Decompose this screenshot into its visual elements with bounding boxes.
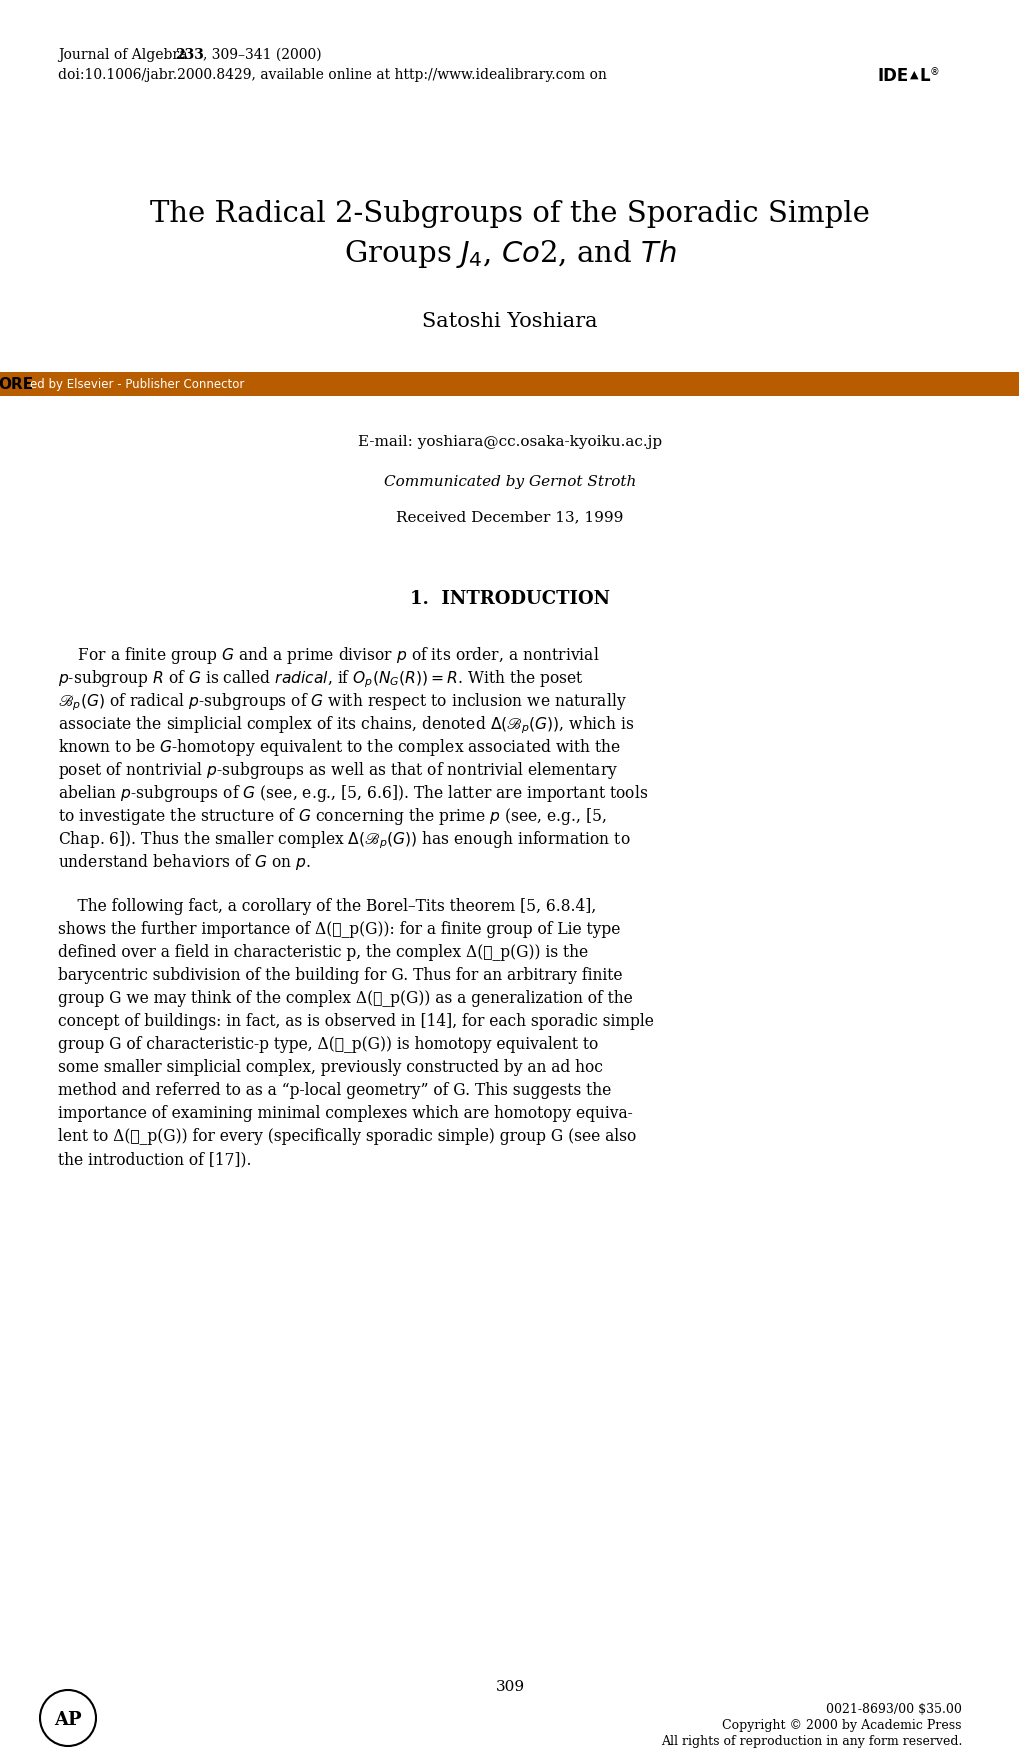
Text: poset of nontrivial $\mathit{p}$-subgroups as well as that of nontrivial element: poset of nontrivial $\mathit{p}$-subgrou… <box>58 761 618 782</box>
Text: Journal of Algebra: Journal of Algebra <box>58 47 192 61</box>
Text: E-mail: yoshiara@cc.osaka-kyoiku.ac.jp: E-mail: yoshiara@cc.osaka-kyoiku.ac.jp <box>358 435 661 449</box>
Text: some smaller simplicial complex, previously constructed by an ad hoc: some smaller simplicial complex, previou… <box>58 1059 602 1076</box>
Text: doi:10.1006/jabr.2000.8429, available online at http://www.idealibrary.com on: doi:10.1006/jabr.2000.8429, available on… <box>58 68 606 82</box>
Text: to investigate the structure of $\mathit{G}$ concerning the prime $\mathit{p}$ (: to investigate the structure of $\mathit… <box>58 806 606 827</box>
Text: Chap. 6]). Thus the smaller complex $\Delta(\mathscr{B}_p(G))$ has enough inform: Chap. 6]). Thus the smaller complex $\De… <box>58 829 630 850</box>
Text: barycentric subdivision of the building for G. Thus for an arbitrary finite: barycentric subdivision of the building … <box>58 968 622 983</box>
Text: the introduction of [17]).: the introduction of [17]). <box>58 1152 252 1167</box>
Text: The Radical 2-Subgroups of the Sporadic Simple: The Radical 2-Subgroups of the Sporadic … <box>150 200 869 228</box>
Text: Copyright © 2000 by Academic Press: Copyright © 2000 by Academic Press <box>721 1720 961 1732</box>
Text: Communicated by Gernot Stroth: Communicated by Gernot Stroth <box>383 475 636 489</box>
Text: 0021-8693/00 $35.00: 0021-8693/00 $35.00 <box>825 1702 961 1716</box>
Text: 309: 309 <box>495 1679 524 1693</box>
Text: defined over a field in characteristic p, the complex Δ(ℬ_p(G)) is the: defined over a field in characteristic p… <box>58 945 588 961</box>
Text: group G of characteristic-p type, Δ(ℬ_p(G)) is homotopy equivalent to: group G of characteristic-p type, Δ(ℬ_p(… <box>58 1036 598 1054</box>
Text: associate the simplicial complex of its chains, denoted $\Delta(\mathscr{B}_p(G): associate the simplicial complex of its … <box>58 713 634 736</box>
Text: method and referred to as a “p-local geometry” of G. This suggests the: method and referred to as a “p-local geo… <box>58 1082 610 1099</box>
Text: known to be $\mathit{G}$-homotopy equivalent to the complex associated with the: known to be $\mathit{G}$-homotopy equiva… <box>58 736 621 757</box>
Text: ®: ® <box>929 67 938 77</box>
Text: The following fact, a corollary of the Borel–Tits theorem [5, 6.8.4],: The following fact, a corollary of the B… <box>58 898 596 915</box>
Text: abelian $\mathit{p}$-subgroups of $\mathit{G}$ (see, e.g., [5, 6.6]). The latter: abelian $\mathit{p}$-subgroups of $\math… <box>58 784 648 805</box>
Text: $\mathit{p}$-subgroup $\mathit{R}$ of $\mathit{G}$ is called $\mathit{radical}$,: $\mathit{p}$-subgroup $\mathit{R}$ of $\… <box>58 668 583 689</box>
Text: Received December 13, 1999: Received December 13, 1999 <box>396 510 623 524</box>
Text: ed by Elsevier - Publisher Connector: ed by Elsevier - Publisher Connector <box>30 377 245 391</box>
Text: ORE: ORE <box>0 377 33 391</box>
Text: All rights of reproduction in any form reserved.: All rights of reproduction in any form r… <box>660 1735 961 1748</box>
Text: Groups $\mathit{J}_4$, $\mathit{Co}$2, and $\mathit{Th}$: Groups $\mathit{J}_4$, $\mathit{Co}$2, a… <box>343 238 676 270</box>
Text: group G we may think of the complex Δ(ℬ_p(G)) as a generalization of the: group G we may think of the complex Δ(ℬ_… <box>58 990 632 1006</box>
Text: Satoshi Yoshiara: Satoshi Yoshiara <box>422 312 597 331</box>
Text: ▲: ▲ <box>909 70 917 81</box>
Text: 1.  INTRODUCTION: 1. INTRODUCTION <box>410 591 609 608</box>
Text: lent to Δ(ℬ_p(G)) for every (specifically sporadic simple) group G (see also: lent to Δ(ℬ_p(G)) for every (specificall… <box>58 1127 636 1145</box>
Text: AP: AP <box>54 1711 82 1728</box>
Bar <box>0 372 1019 396</box>
Text: , 309–341 (2000): , 309–341 (2000) <box>203 47 321 61</box>
Text: L: L <box>919 67 929 84</box>
Text: understand behaviors of $\mathit{G}$ on $\mathit{p}$.: understand behaviors of $\mathit{G}$ on … <box>58 852 311 871</box>
Text: shows the further importance of Δ(ℬ_p(G)): for a finite group of Lie type: shows the further importance of Δ(ℬ_p(G)… <box>58 920 620 938</box>
Text: For a finite group $\mathit{G}$ and a prime divisor $\mathit{p}$ of its order, a: For a finite group $\mathit{G}$ and a pr… <box>58 645 599 666</box>
Text: IDE: IDE <box>877 67 908 84</box>
Text: 233: 233 <box>175 47 204 61</box>
Text: $\mathscr{B}_p(G)$ of radical $\mathit{p}$-subgroups of $\mathit{G}$ with respec: $\mathscr{B}_p(G)$ of radical $\mathit{p… <box>58 691 627 713</box>
Text: concept of buildings: in fact, as is observed in [14], for each sporadic simple: concept of buildings: in fact, as is obs… <box>58 1013 653 1031</box>
Text: importance of examining minimal complexes which are homotopy equiva-: importance of examining minimal complexe… <box>58 1104 632 1122</box>
